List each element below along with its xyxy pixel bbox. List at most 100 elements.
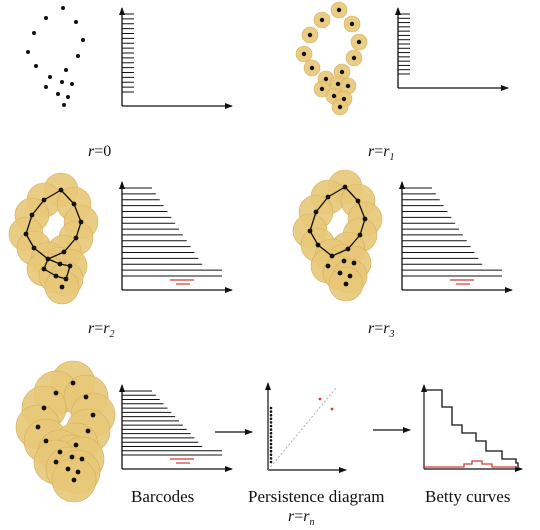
point-s1-12 xyxy=(319,86,325,92)
edge-s2-8 xyxy=(73,203,82,223)
point-s3-9 xyxy=(329,253,335,259)
pd-point-h0-7 xyxy=(269,431,273,435)
point-s0-4 xyxy=(81,38,85,42)
edge-s3-7 xyxy=(359,218,366,236)
point-s4-4 xyxy=(90,412,96,418)
edge-s3-6 xyxy=(347,234,361,250)
pd-point-h0-10 xyxy=(269,442,273,446)
point-s1-1 xyxy=(319,17,325,23)
pd-point-h1-1 xyxy=(330,407,334,411)
point-s1-5 xyxy=(301,51,307,57)
bars-layer xyxy=(122,13,502,464)
edge-s3-9 xyxy=(344,186,359,202)
point-s3-3 xyxy=(313,209,319,215)
point-s1-13 xyxy=(331,93,337,99)
point-s4-0 xyxy=(70,380,76,386)
edge-s3-0 xyxy=(327,186,346,198)
point-s4-5 xyxy=(35,424,41,430)
radius-label-stage-n: r=rn xyxy=(288,508,315,529)
edge-s3-2 xyxy=(309,211,317,232)
point-s1-8 xyxy=(339,69,345,75)
point-s0-0 xyxy=(61,6,65,10)
radius-label-stage-1: r=r1 xyxy=(368,143,395,164)
point-s2-2 xyxy=(71,201,77,207)
point-s3-4 xyxy=(362,216,368,222)
point-s3-15 xyxy=(343,281,349,287)
point-s4-3 xyxy=(41,405,47,411)
point-s1-2 xyxy=(349,21,355,27)
point-s4-10 xyxy=(69,454,75,460)
point-s0-8 xyxy=(64,68,68,72)
point-s4-1 xyxy=(53,390,59,396)
point-s1-7 xyxy=(309,65,315,71)
edge-s2-9 xyxy=(60,189,75,205)
point-s3-13 xyxy=(337,270,343,276)
point-s1-3 xyxy=(307,32,313,38)
betti-curve-h1 xyxy=(424,460,518,468)
point-s0-6 xyxy=(76,54,80,58)
edge-s3-5 xyxy=(331,248,349,257)
point-s2-15 xyxy=(59,284,65,290)
point-s1-11 xyxy=(345,83,351,89)
edge-s2-6 xyxy=(63,237,77,253)
edge-s2-0 xyxy=(43,189,62,201)
radius-label-stage-3: r=r3 xyxy=(368,320,395,341)
pd-point-h0-1 xyxy=(269,410,273,413)
point-s4-12 xyxy=(53,459,59,465)
point-s4-9 xyxy=(57,449,63,455)
point-s4-11 xyxy=(79,456,85,462)
point-s3-14 xyxy=(347,273,353,279)
point-s0-13 xyxy=(56,92,60,96)
betti-curves-layer xyxy=(421,384,523,472)
pd-point-h0-11 xyxy=(269,446,273,449)
point-s4-6 xyxy=(85,428,91,434)
betti-curve-h0 xyxy=(424,389,519,468)
point-s3-7 xyxy=(315,242,321,248)
point-s3-1 xyxy=(325,194,331,200)
pd-point-h0-0 xyxy=(269,406,273,410)
point-s2-13 xyxy=(53,273,59,279)
point-s2-6 xyxy=(73,235,79,241)
pd-point-h0-13 xyxy=(269,453,273,457)
point-s1-4 xyxy=(356,39,362,45)
point-s0-1 xyxy=(44,16,48,20)
edge-s3-8 xyxy=(357,200,366,220)
radius-label-stage-2: r=r2 xyxy=(88,320,115,341)
point-s3-6 xyxy=(357,232,363,238)
point-s2-8 xyxy=(61,249,67,255)
points-layer xyxy=(23,6,368,483)
point-s1-14 xyxy=(341,96,347,102)
edge-s2-4 xyxy=(33,247,49,260)
edge-s2-1 xyxy=(31,199,45,216)
point-s2-14 xyxy=(63,276,69,282)
point-s2-4 xyxy=(78,219,84,225)
pd-point-h0-2 xyxy=(269,413,273,417)
point-s4-7 xyxy=(43,438,49,444)
radius-label-stage-0: r=0 xyxy=(88,143,112,160)
point-s2-1 xyxy=(41,197,47,203)
pd-point-h0-15 xyxy=(269,460,273,464)
pd-point-h0-4 xyxy=(269,421,273,424)
edge-s2-5 xyxy=(47,251,65,260)
point-s0-3 xyxy=(32,31,36,35)
point-s0-2 xyxy=(74,20,78,24)
point-s3-11 xyxy=(351,260,357,266)
point-s0-7 xyxy=(34,64,38,68)
point-s4-8 xyxy=(73,442,79,448)
persistence-diagram-caption: Persistence diagram xyxy=(248,487,385,506)
point-s1-15 xyxy=(337,104,343,110)
edge-s2-7 xyxy=(75,221,82,239)
pd-point-h0-8 xyxy=(269,435,273,439)
point-s4-14 xyxy=(75,469,81,475)
edge-s3-4 xyxy=(317,244,333,257)
point-s0-15 xyxy=(62,103,66,107)
point-s1-9 xyxy=(323,76,329,82)
arrows-layer xyxy=(215,427,411,435)
edge-s3-3 xyxy=(309,230,319,246)
pd-point-h0-14 xyxy=(269,457,273,460)
pd-point-h1-0 xyxy=(318,397,322,401)
persistence-diagram-layer xyxy=(265,382,347,473)
point-s3-2 xyxy=(355,198,361,204)
pd-diagonal xyxy=(267,387,337,471)
point-s2-3 xyxy=(29,212,35,218)
